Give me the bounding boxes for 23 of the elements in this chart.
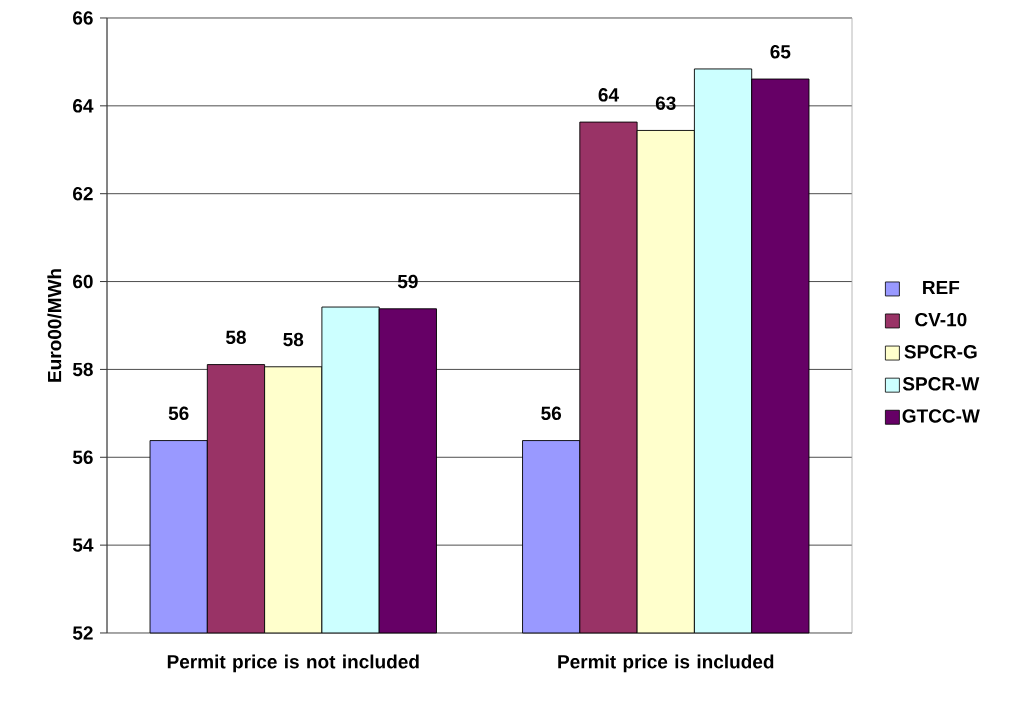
data-label: 58 [283, 332, 304, 347]
data-label: 65 [770, 45, 791, 59]
data-label: 56 [168, 406, 189, 421]
data-label: 64 [598, 88, 619, 102]
y-tick-label: 60 [73, 274, 93, 289]
y-tick-label: 54 [72, 538, 94, 552]
legend-label: REF [923, 280, 960, 295]
data-label: 63 [655, 96, 676, 110]
y-axis-title: Euro00/MWh [47, 269, 62, 382]
y-tick-label: 64 [73, 99, 94, 113]
y-tick-label: 52 [72, 626, 93, 640]
legend-label: SPCR-G [904, 345, 977, 359]
y-tick-label: 62 [73, 186, 93, 201]
x-tick-label: Permit price is included [558, 654, 774, 673]
data-label: 58 [225, 330, 246, 345]
y-tick-label: 66 [73, 11, 93, 25]
legend-label: CV-10 [915, 312, 967, 327]
data-label: 56 [541, 406, 562, 421]
y-tick-label: 58 [72, 362, 93, 377]
legend-label: GTCC-W [902, 409, 980, 423]
legend-label: SPCR-W [902, 377, 980, 391]
y-tick-label: 56 [72, 450, 93, 464]
x-tick-label: Permit price is not included [167, 654, 419, 673]
